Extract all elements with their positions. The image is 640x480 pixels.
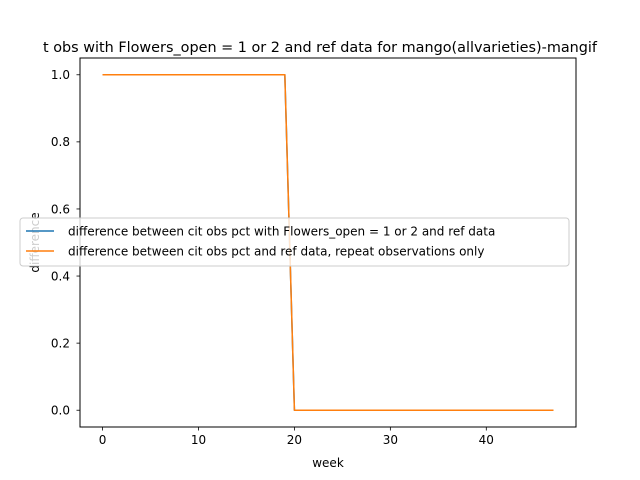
legend-label: difference between cit obs pct and ref d… [68, 244, 484, 258]
x-tick-label: 0 [99, 433, 107, 447]
x-tick-label: 10 [191, 433, 206, 447]
y-tick-label: 0.8 [51, 135, 70, 149]
y-tick-label: 0.2 [51, 336, 70, 350]
x-axis-ticks: 0 10 20 30 40 [99, 427, 494, 447]
chart-title: t obs with Flowers_open = 1 or 2 and ref… [43, 40, 598, 56]
y-tick-label: 1.0 [51, 68, 70, 82]
legend: difference between cit obs pct with Flow… [19, 217, 570, 267]
legend-box [19, 217, 570, 267]
legend-label: difference between cit obs pct with Flow… [68, 224, 495, 238]
x-tick-label: 20 [287, 433, 302, 447]
y-tick-label: 0.0 [51, 404, 70, 418]
x-tick-label: 30 [383, 433, 398, 447]
y-axis-ticks: 0.0 0.2 0.4 0.6 0.8 1.0 [51, 68, 80, 418]
y-tick-label: 0.6 [51, 202, 70, 216]
x-tick-label: 40 [479, 433, 494, 447]
x-axis-label: week [312, 456, 344, 470]
y-tick-label: 0.4 [51, 269, 70, 283]
